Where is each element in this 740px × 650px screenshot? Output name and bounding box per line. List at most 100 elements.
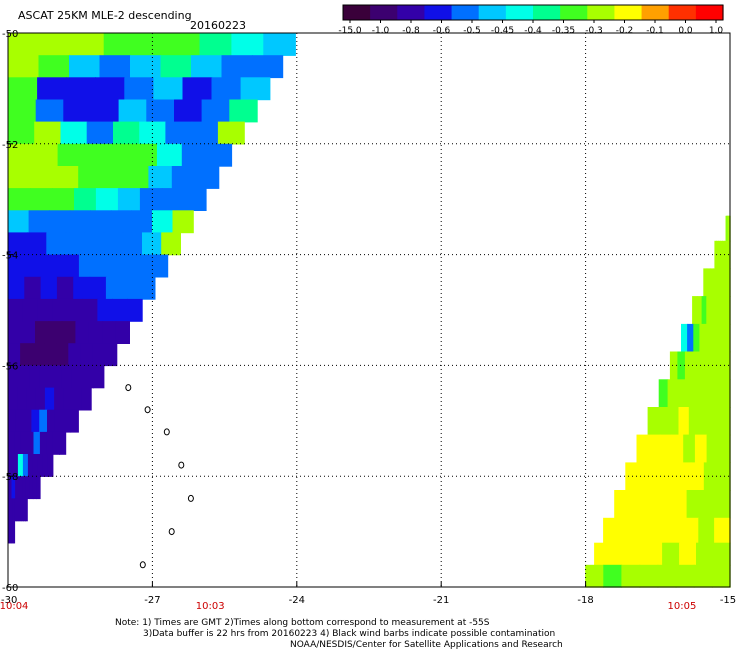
swath-cell xyxy=(709,407,721,436)
swath-cell xyxy=(161,232,181,256)
swath-cell xyxy=(146,99,175,123)
swath-cell xyxy=(25,498,28,522)
swath-cell xyxy=(39,365,52,389)
swath-cell xyxy=(32,343,45,367)
swath-cell xyxy=(722,240,725,270)
swath-cell xyxy=(681,323,688,353)
swath-cell xyxy=(63,387,74,411)
swath-cell xyxy=(17,454,24,477)
swath-cell xyxy=(628,490,644,519)
swath-cell xyxy=(131,210,153,234)
swath-cell xyxy=(71,33,105,56)
swath-cell xyxy=(28,210,50,234)
swath-cell xyxy=(611,542,629,566)
colorbar-tick-label: -0.5 xyxy=(463,26,481,36)
colorbar-swatch xyxy=(505,5,534,20)
swath-cell xyxy=(659,434,673,463)
swath-cell xyxy=(33,431,41,455)
swath-cell xyxy=(32,143,59,167)
swath-cell xyxy=(27,454,34,477)
swath-cell xyxy=(73,276,91,300)
swath-cell xyxy=(658,379,669,408)
swath-cell xyxy=(20,343,33,367)
swath-cell xyxy=(13,454,19,477)
swath-cell xyxy=(191,121,219,145)
swath-cell xyxy=(191,55,223,79)
swath-cell xyxy=(138,276,156,300)
swath-cell xyxy=(667,379,678,408)
swath-cell xyxy=(8,298,24,322)
plot-date: 20160223 xyxy=(190,19,246,32)
swath-cell xyxy=(37,77,67,101)
swath-cell xyxy=(82,298,99,322)
swath-cell xyxy=(696,296,703,325)
colorbar-swatch xyxy=(668,5,697,20)
swath-cell xyxy=(676,379,687,408)
colorbar-tick-label: -1.0 xyxy=(372,26,390,36)
y-tick-label: -52 xyxy=(2,140,18,151)
swath-cell xyxy=(666,517,684,544)
colorbar-tick-label: -15.0 xyxy=(338,26,362,36)
footer-credit: NOAA/NESDIS/Center for Satellite Applica… xyxy=(290,640,563,650)
swath-cell xyxy=(97,298,113,322)
swath-cell xyxy=(156,143,183,167)
swath-cell xyxy=(18,498,22,522)
swath-cell xyxy=(29,476,34,500)
swath-cell xyxy=(99,55,131,79)
swath-cell xyxy=(12,498,16,522)
swath-cell xyxy=(103,232,124,256)
swath-cell xyxy=(88,321,104,344)
swath-cell xyxy=(690,462,705,491)
swath-cell xyxy=(8,232,28,256)
swath-cell xyxy=(61,321,77,344)
swath-cell xyxy=(252,55,284,79)
swath-cell xyxy=(114,254,133,278)
colorbar-tick-label: -0.4 xyxy=(524,26,542,36)
x-tick-label: -18 xyxy=(577,595,593,606)
swath-cell xyxy=(614,490,630,519)
swath-cell xyxy=(675,564,695,588)
colorbar-swatch xyxy=(641,5,670,20)
swath-cell xyxy=(20,498,24,522)
y-axis: -50 -52 -54 -56 -58 -60 xyxy=(2,29,18,594)
swath-cell xyxy=(8,210,30,234)
swath-cell xyxy=(27,431,35,455)
islands xyxy=(125,384,194,569)
swath-cell xyxy=(82,365,94,389)
swath-cell xyxy=(699,407,711,436)
swath-cell xyxy=(686,490,702,519)
y-tick-label: -56 xyxy=(2,361,18,372)
swath-cell xyxy=(716,268,721,297)
swath-cell xyxy=(122,232,143,256)
swath-cell xyxy=(715,351,724,380)
swath-cell xyxy=(11,520,13,544)
x-tick-label: -21 xyxy=(433,595,449,606)
swath-cell xyxy=(721,379,731,408)
swath-cell xyxy=(694,434,708,463)
grid-lines xyxy=(8,33,730,587)
swath-cell xyxy=(701,490,717,519)
swath-cell xyxy=(229,99,258,123)
swath-cell xyxy=(692,296,698,325)
colorbar-tick-label: 1.0 xyxy=(709,26,724,36)
swath-cell xyxy=(22,476,27,500)
colorbar-swatch xyxy=(370,5,398,20)
colorbar-swatch xyxy=(614,5,643,20)
swath-cell xyxy=(44,343,57,367)
swath-cell xyxy=(152,210,174,234)
swath-cell xyxy=(657,564,677,588)
time-labels: 10:04 10:03 10:05 xyxy=(0,601,696,612)
time-label: 10:03 xyxy=(196,601,225,612)
swath-cell xyxy=(80,343,94,367)
swath-cell xyxy=(701,296,707,325)
swath-cell xyxy=(89,276,107,300)
swath-cell xyxy=(171,166,196,189)
swath-cell xyxy=(148,166,173,189)
swath-cell xyxy=(8,454,14,477)
swath-cell xyxy=(22,454,29,477)
swath-cell xyxy=(60,121,88,145)
swath-cell xyxy=(669,351,679,380)
swath-cell xyxy=(594,542,612,566)
swath-cell xyxy=(14,431,22,455)
time-label: 10:05 xyxy=(667,601,696,612)
